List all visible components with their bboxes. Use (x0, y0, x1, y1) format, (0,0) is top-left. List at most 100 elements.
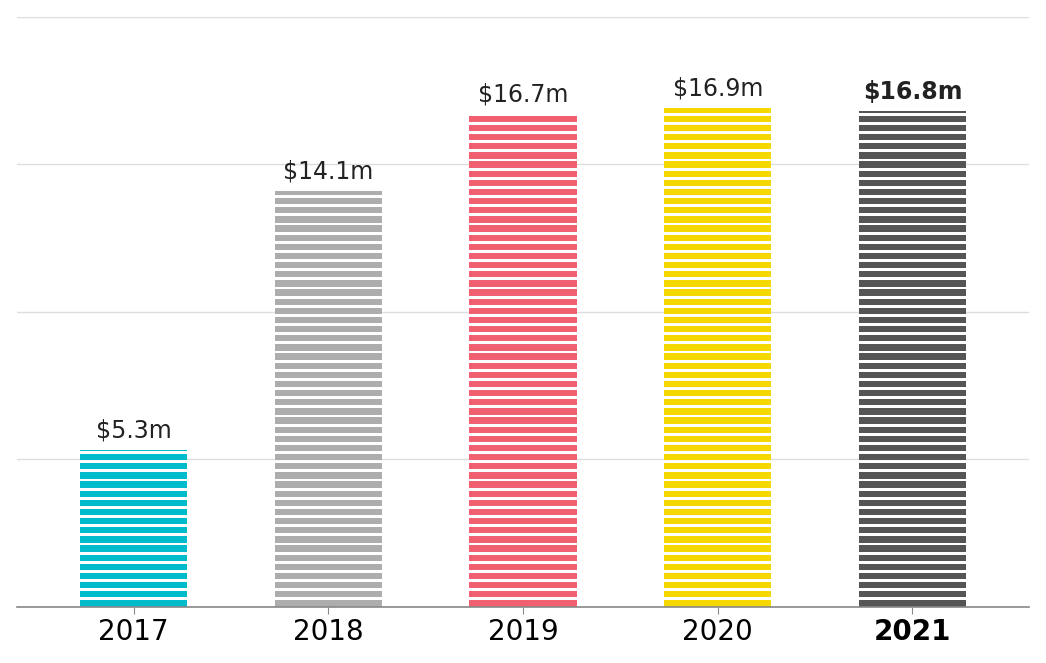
Bar (470, 143, 576, 149)
Bar (79, 491, 187, 497)
Bar (664, 134, 771, 141)
Bar (470, 335, 576, 341)
Bar (275, 390, 382, 396)
Bar (470, 436, 576, 442)
Bar (859, 518, 967, 524)
Bar (470, 198, 576, 204)
Bar (859, 125, 967, 131)
Bar (470, 317, 576, 323)
Bar (859, 235, 967, 241)
Bar (859, 600, 967, 607)
Bar (664, 536, 771, 542)
Bar (859, 244, 967, 250)
Bar (664, 225, 771, 231)
Bar (470, 390, 576, 396)
Bar (470, 353, 576, 359)
Bar (275, 600, 382, 607)
Bar (79, 564, 187, 570)
Bar (470, 481, 576, 488)
Bar (470, 518, 576, 524)
Text: $16.7m: $16.7m (478, 83, 568, 107)
Text: $5.3m: $5.3m (95, 419, 172, 443)
Bar (470, 573, 576, 579)
Bar (275, 426, 382, 433)
Bar (859, 573, 967, 579)
Bar (470, 381, 576, 387)
Bar (79, 500, 187, 506)
Bar (859, 509, 967, 515)
Bar (859, 591, 967, 597)
Bar (79, 450, 187, 451)
Bar (275, 454, 382, 460)
Bar (275, 536, 382, 542)
Bar (275, 555, 382, 561)
Bar (275, 225, 382, 231)
Bar (275, 372, 382, 378)
Bar (470, 426, 576, 433)
Bar (664, 290, 771, 296)
Bar (859, 344, 967, 351)
Bar (859, 454, 967, 460)
Bar (275, 317, 382, 323)
Bar (859, 116, 967, 122)
Bar (470, 125, 576, 131)
Bar (470, 600, 576, 607)
Text: $14.1m: $14.1m (283, 159, 373, 183)
Bar (859, 390, 967, 396)
Bar (470, 582, 576, 588)
Bar (275, 418, 382, 424)
Bar (664, 472, 771, 479)
Bar (859, 317, 967, 323)
Bar (275, 335, 382, 341)
Bar (859, 134, 967, 141)
Bar (470, 189, 576, 195)
Bar (79, 582, 187, 588)
Bar (79, 463, 187, 469)
Bar (859, 436, 967, 442)
Bar (859, 189, 967, 195)
Bar (859, 308, 967, 314)
Text: $16.8m: $16.8m (863, 80, 962, 103)
Bar (664, 454, 771, 460)
Bar (859, 280, 967, 286)
Bar (275, 582, 382, 588)
Bar (664, 353, 771, 359)
Bar (859, 582, 967, 588)
Bar (859, 335, 967, 341)
Bar (859, 216, 967, 223)
Bar (79, 600, 187, 607)
Bar (470, 408, 576, 414)
Bar (664, 262, 771, 269)
Bar (275, 253, 382, 259)
Bar (664, 125, 771, 131)
Bar (275, 244, 382, 250)
Bar (664, 600, 771, 607)
Bar (859, 381, 967, 387)
Bar (275, 298, 382, 305)
Bar (664, 162, 771, 168)
Bar (275, 191, 382, 195)
Bar (859, 353, 967, 359)
Bar (79, 546, 187, 552)
Bar (664, 509, 771, 515)
Bar (664, 573, 771, 579)
Bar (275, 353, 382, 359)
Bar (275, 271, 382, 277)
Bar (859, 363, 967, 369)
Bar (664, 481, 771, 488)
Bar (275, 445, 382, 451)
Bar (470, 244, 576, 250)
Bar (470, 216, 576, 223)
Bar (859, 253, 967, 259)
Bar (79, 518, 187, 524)
Bar (664, 108, 771, 113)
Bar (275, 509, 382, 515)
Bar (275, 518, 382, 524)
Bar (664, 271, 771, 277)
Bar (859, 564, 967, 570)
Bar (275, 591, 382, 597)
Bar (275, 546, 382, 552)
Bar (470, 527, 576, 534)
Bar (275, 381, 382, 387)
Bar (664, 208, 771, 213)
